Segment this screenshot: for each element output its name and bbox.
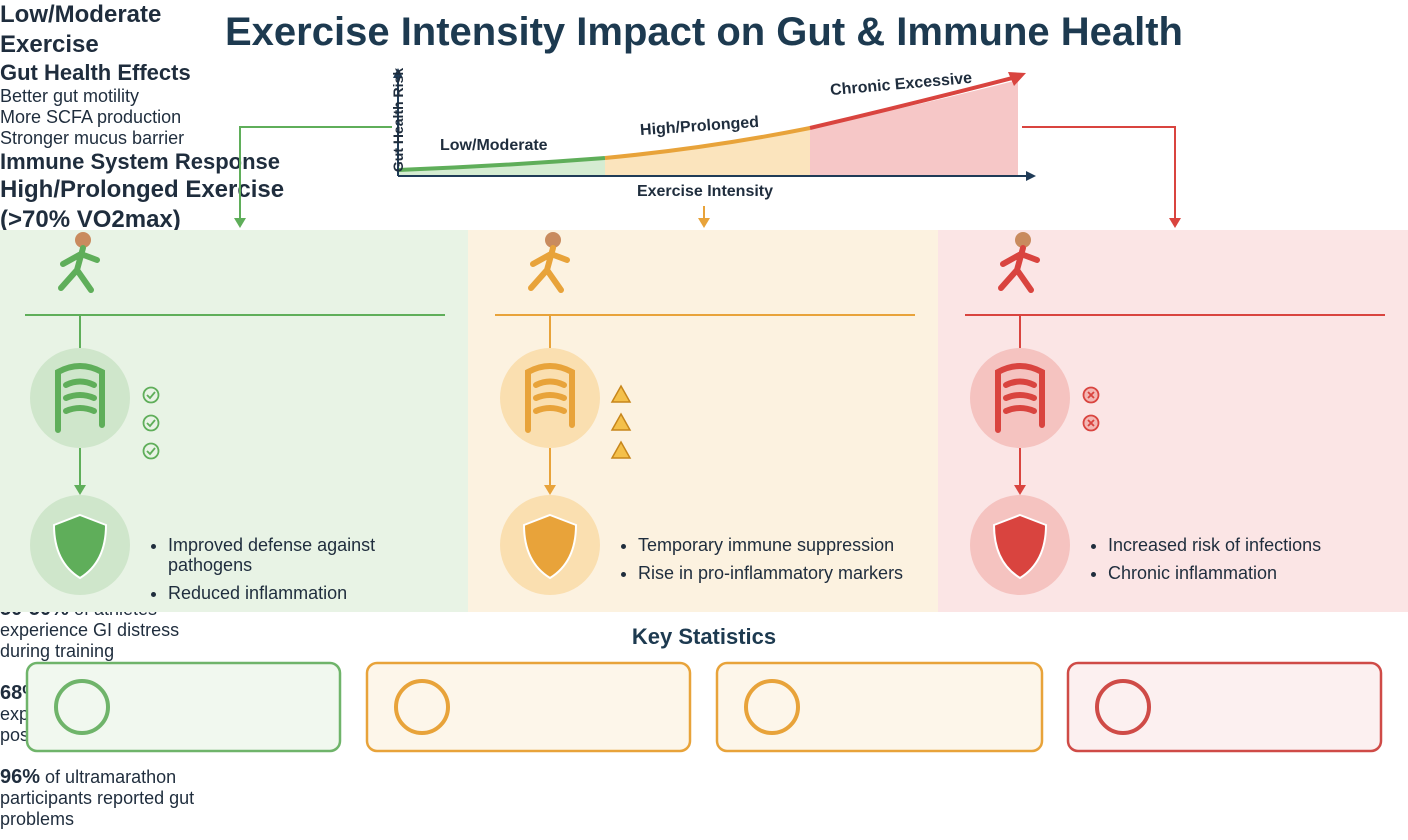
column-title: Low/Moderate Exercise — [0, 0, 1408, 60]
stat-box — [365, 661, 692, 753]
stat-text: 96% of ultramarathon participants report… — [0, 756, 203, 840]
athlete-icon — [998, 232, 1040, 293]
cross-mark — [1087, 419, 1095, 427]
page-title: Exercise Intensity Impact on Gut & Immun… — [224, 10, 1183, 54]
immune-item: Temporary immune suppression — [638, 535, 958, 555]
curve-high — [604, 126, 811, 160]
immune-item: Reduced inflammation — [168, 583, 428, 603]
immune-item: Improved defense against pathogens — [168, 535, 428, 575]
section-heading: Gut Health Effects — [0, 60, 191, 85]
check-mark — [146, 391, 156, 400]
shield-icon — [992, 513, 1048, 580]
head — [1015, 232, 1031, 248]
stat-line: 96% of ultramarathon participants report… — [0, 765, 203, 830]
body — [528, 245, 570, 293]
shield-icon — [522, 513, 578, 580]
immune-list: Temporary immune suppression Rise in pro-… — [616, 535, 958, 591]
shield-icon — [52, 513, 108, 580]
page: Exercise Intensity Impact on Gut & Immun… — [0, 0, 1408, 768]
title-line: (>70% VO2max) — [0, 206, 181, 233]
flow-arrow — [74, 485, 86, 495]
stat-highlight: 96% — [0, 765, 41, 788]
curve-chronic — [809, 74, 1021, 130]
x-axis-label: Exercise Intensity — [636, 183, 774, 200]
flow-arrow — [1014, 485, 1026, 495]
curve-arrow — [1008, 72, 1026, 86]
stat-icon — [1095, 679, 1151, 735]
athlete-icon — [528, 232, 570, 293]
stat-icon — [394, 679, 450, 735]
cross-mark — [1087, 391, 1095, 399]
warning-icon — [610, 440, 632, 459]
gut-icon — [995, 363, 1045, 433]
section-heading: Immune System Response — [0, 149, 280, 174]
connector-low — [239, 126, 392, 222]
check-mark — [146, 447, 156, 456]
check-icon — [142, 442, 160, 460]
body — [58, 245, 100, 293]
flow-arrow — [544, 485, 556, 495]
title-line: High/Prolonged Exercise — [0, 176, 285, 203]
stat-icon — [54, 679, 110, 735]
gut-icon — [525, 363, 575, 433]
column-title: High/Prolonged Exercise (>70% VO2max) — [0, 175, 1408, 235]
zone-high — [605, 128, 810, 176]
title-line: Exercise — [0, 31, 99, 58]
connector-arrow — [698, 218, 710, 228]
background — [0, 68, 1408, 753]
stat-box — [25, 661, 342, 753]
gut-item: Better gut motility — [0, 86, 140, 106]
athlete-icon — [58, 232, 100, 293]
stat-icon — [744, 679, 800, 735]
immune-list: Increased risk of infections Chronic infl… — [1086, 535, 1408, 591]
y-axis-arrow — [393, 68, 403, 78]
stat-box — [1066, 661, 1383, 753]
zone-label: Low/Moderate — [440, 137, 548, 154]
body — [998, 245, 1040, 293]
immune-item: Increased risk of infections — [1108, 535, 1408, 555]
stats-heading: Key Statistics — [631, 624, 777, 649]
head — [75, 232, 91, 248]
connector-arrow — [234, 218, 246, 228]
gut-item: More SCFA production — [0, 107, 182, 127]
warning-icon — [610, 384, 632, 403]
gut-item: Stronger mucus barrier — [0, 128, 185, 148]
stat-box — [715, 661, 1044, 753]
immune-item: Chronic inflammation — [1108, 563, 1408, 583]
x-axis-arrow — [1026, 171, 1036, 181]
check-icon — [142, 386, 160, 404]
title-line: Low/Moderate — [0, 1, 162, 28]
connector-chronic — [1022, 126, 1176, 222]
check-mark — [146, 419, 156, 428]
immune-list: Improved defense against pathogens Reduce… — [146, 535, 428, 611]
warning-icon — [610, 412, 632, 431]
check-icon — [142, 414, 160, 432]
y-axis-label: Gut Health Risk — [390, 67, 406, 173]
gut-icon — [55, 363, 105, 433]
curve-low — [397, 156, 606, 172]
connector-arrow — [1169, 218, 1181, 228]
immune-item: Rise in pro-inflammatory markers — [638, 563, 958, 583]
head — [545, 232, 561, 248]
zone-chronic — [810, 80, 1018, 176]
